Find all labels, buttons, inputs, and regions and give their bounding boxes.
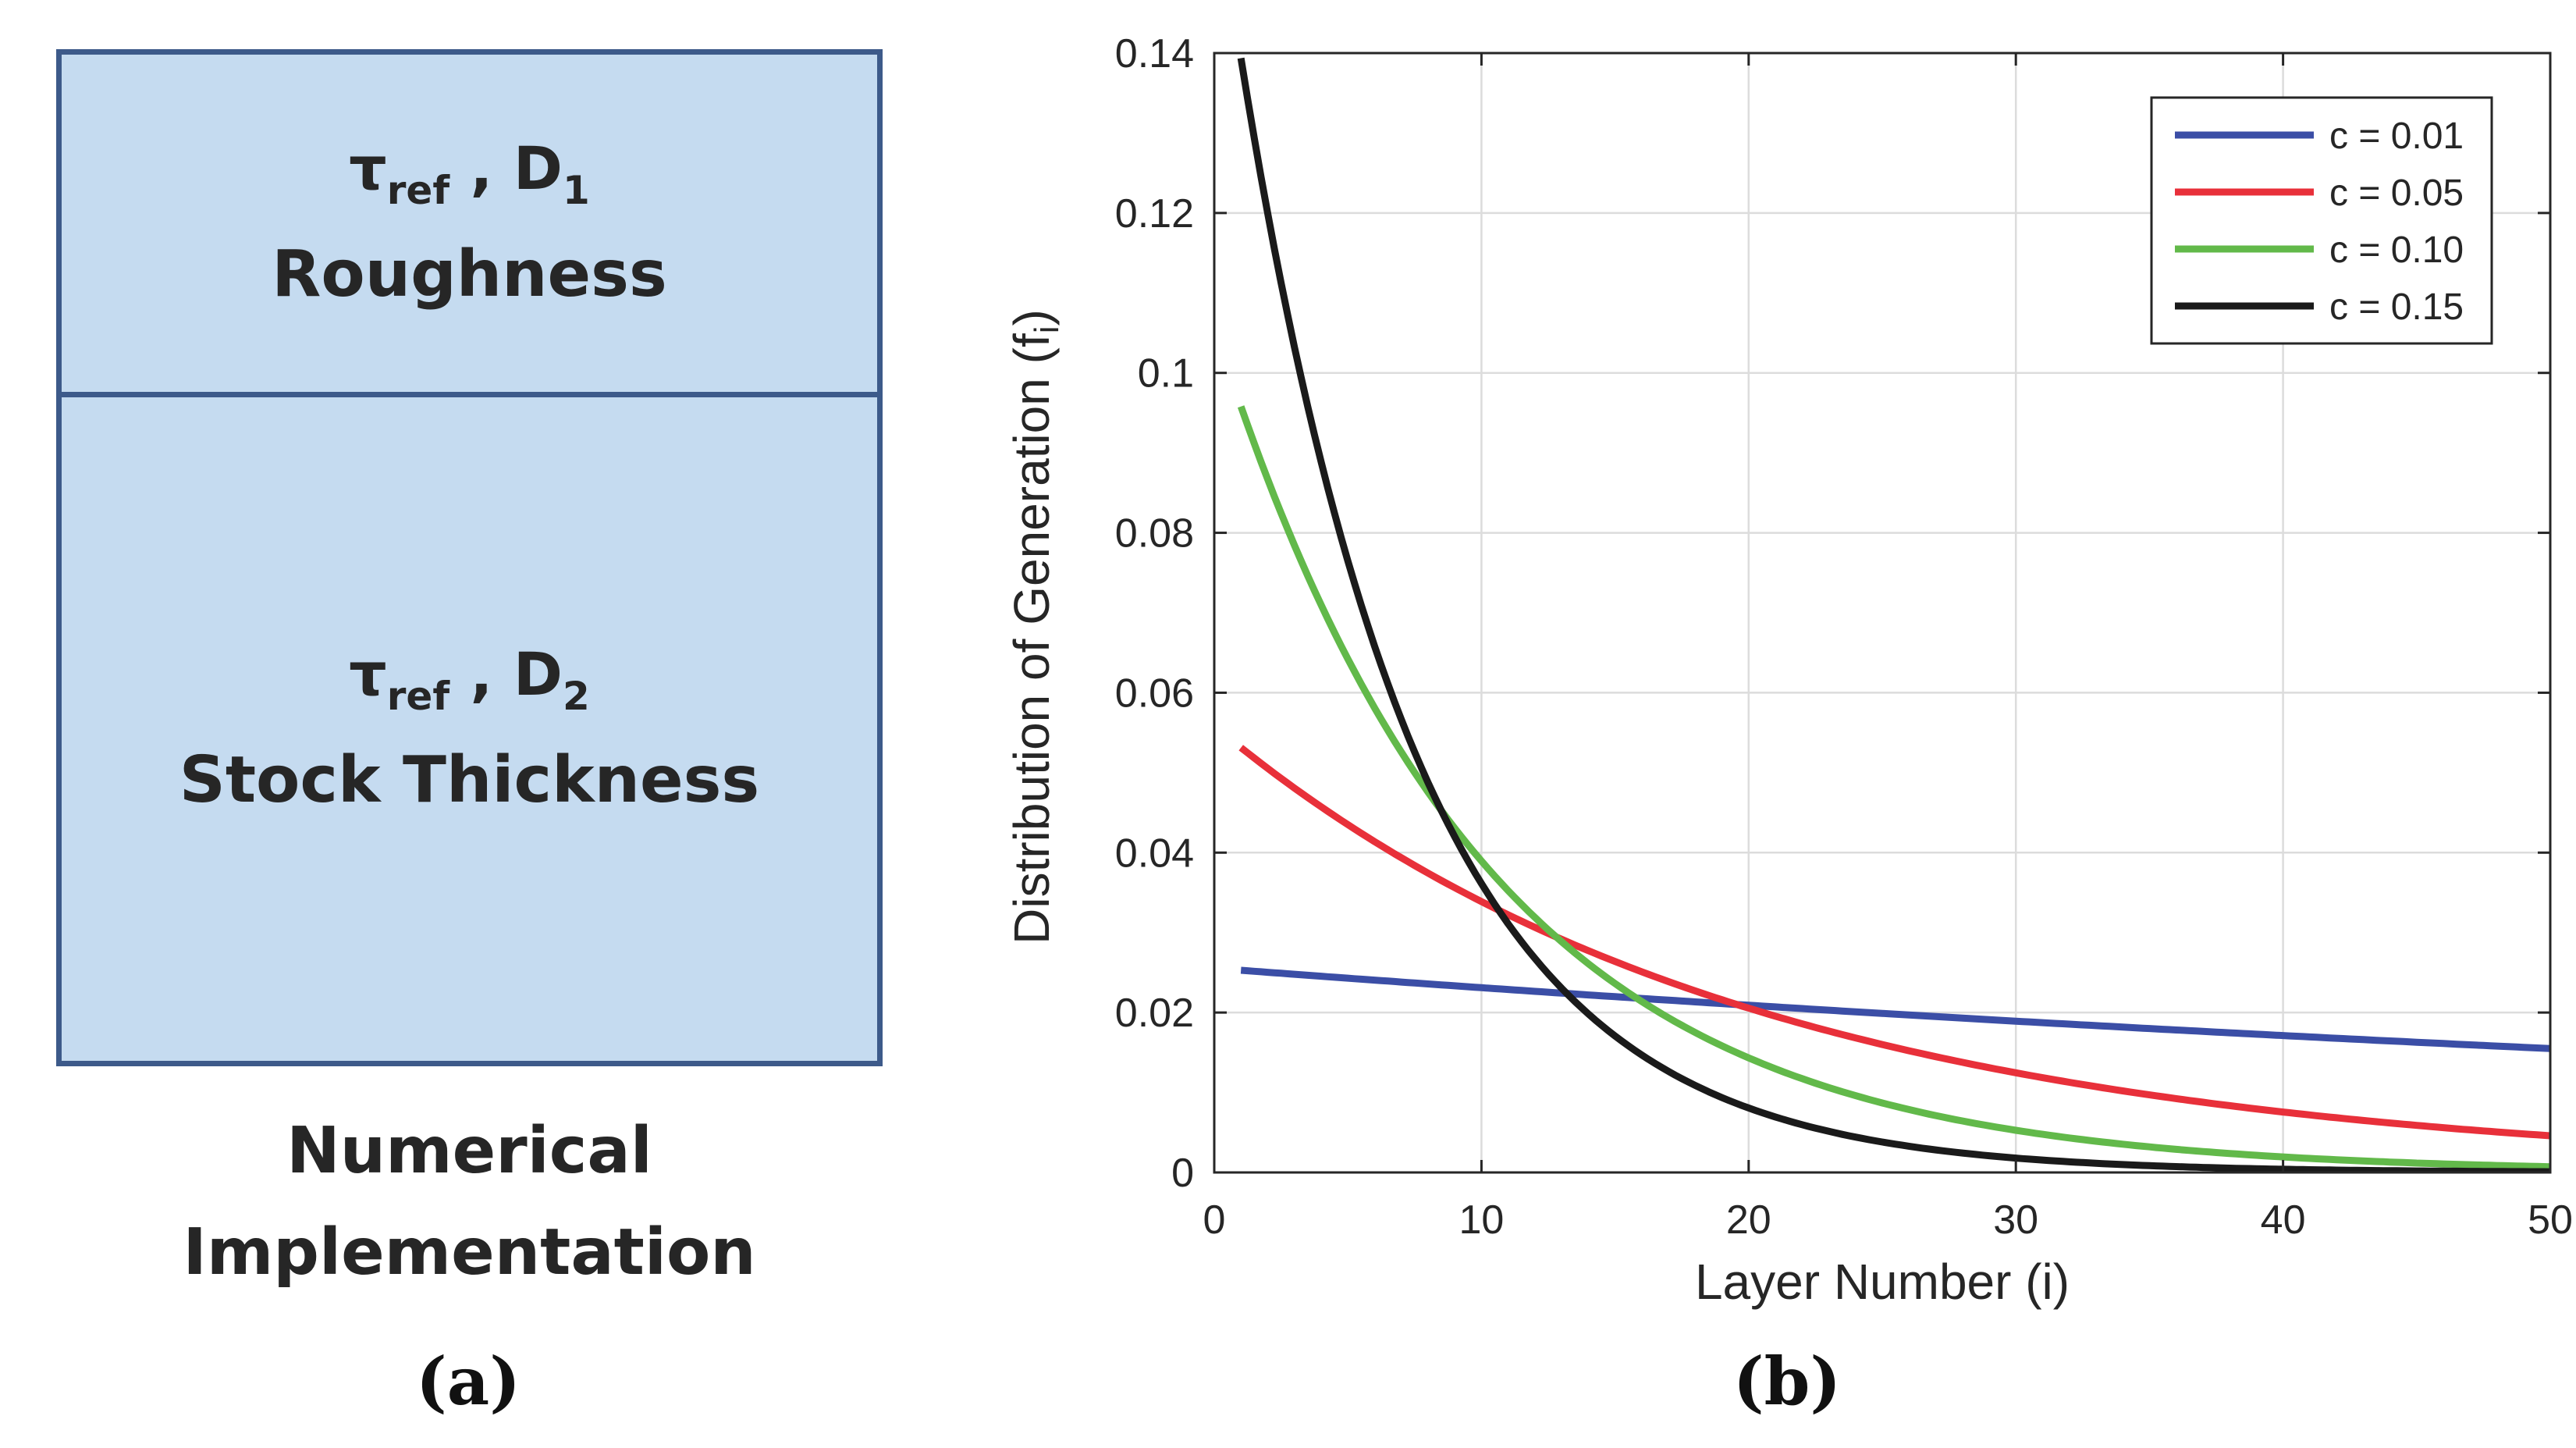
caption-line-1: Numerical: [286, 1114, 652, 1188]
x-axis-label: Layer Number (i): [1695, 1254, 2070, 1310]
x-tick-label: 40: [2261, 1197, 2306, 1243]
legend-entry: c = 0.01: [2329, 116, 2464, 157]
panel-a-label: (a): [416, 1343, 521, 1420]
y-tick-label: 0.14: [1115, 31, 1194, 76]
series-line-c-0-01: [1240, 966, 2550, 1052]
x-tick-label: 50: [2528, 1197, 2573, 1243]
legend: c = 0.01 c = 0.05 c = 0.10 c = 0.15: [2150, 96, 2493, 345]
plot-frame: [1213, 52, 2552, 1174]
roughness-label: Roughness: [272, 237, 667, 311]
y-tick-label: 0: [1171, 1151, 1194, 1196]
layer-diagram: τref , D1 Roughness τref , D2 Stock Thic…: [56, 49, 883, 1066]
caption-line-2: Implementation: [183, 1215, 756, 1290]
y-tick-label: 0.02: [1115, 991, 1194, 1036]
panel-b-label: (b): [1732, 1343, 1842, 1420]
y-tick-label: 0.04: [1115, 831, 1194, 876]
series-lines: [1237, 57, 2550, 1172]
stock-thickness-parameters: τref , D2: [349, 639, 590, 719]
x-tick-label: 0: [1203, 1197, 1226, 1243]
x-tick-label: 30: [1993, 1197, 2038, 1243]
diagram-caption: Numerical Implementation: [56, 1101, 883, 1304]
y-tick-label: 0.1: [1138, 351, 1194, 397]
roughness-parameters: τref , D1: [349, 133, 590, 213]
stock-thickness-layer: τref , D2 Stock Thickness: [62, 397, 877, 1061]
y-tick-label: 0.12: [1115, 191, 1194, 237]
stock-thickness-label: Stock Thickness: [179, 743, 760, 817]
y-tick-label: 0.06: [1115, 671, 1194, 716]
ticks: 0 10 20 30 40 50 0 0.02 0.04 0.06 0.08 0.1 0.12 0.14: [1115, 31, 2573, 1243]
x-tick-label: 10: [1459, 1197, 1504, 1243]
roughness-layer: τref , D1 Roughness: [62, 55, 877, 397]
legend-entry: c = 0.05: [2329, 173, 2464, 214]
y-axis-label: Distribution of Generation (fi): [1004, 309, 1066, 945]
x-tick-label: 20: [1726, 1197, 1771, 1243]
series-line-c-0-05: [1238, 745, 2550, 1140]
legend-entry: c = 0.15: [2329, 286, 2464, 328]
series-line-c-0-15: [1237, 57, 2550, 1172]
y-tick-label: 0.08: [1115, 511, 1194, 557]
legend-entry: c = 0.10: [2329, 229, 2464, 271]
series-line-c-0-1: [1237, 405, 2550, 1171]
